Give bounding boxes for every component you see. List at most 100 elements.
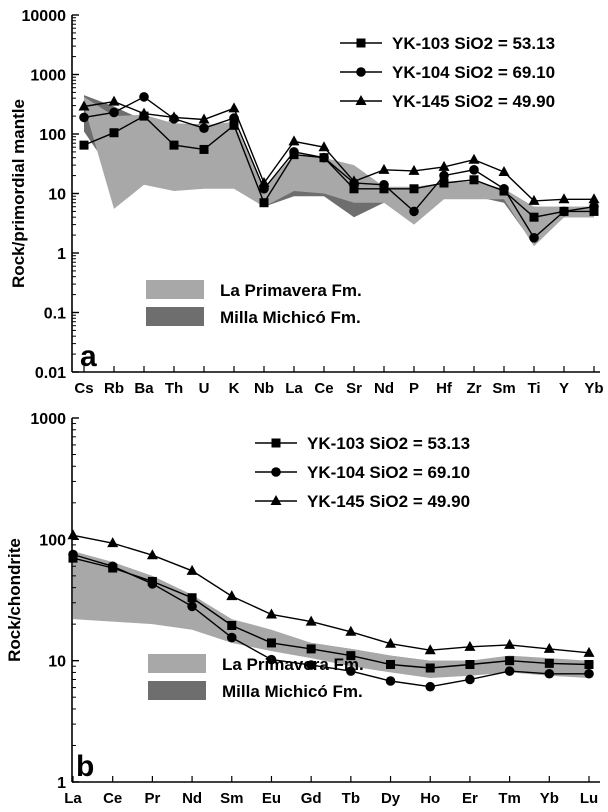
panel-a-point-yk-104: [319, 153, 329, 163]
panel-a-point-yk-103: [110, 128, 119, 137]
panel-a-point-yk-104: [79, 113, 89, 123]
panel-a-x-tick-label: K: [229, 380, 240, 397]
panel-a-point-yk-145: [229, 102, 240, 112]
panel-a-x-tick-label: Th: [165, 380, 183, 397]
panel-a-x-tick-label: Zr: [467, 380, 482, 397]
panel-b-point-yk-145: [68, 529, 79, 539]
panel-b-band-legend-label-milla-michico: Milla Michicó Fm.: [222, 682, 363, 701]
panel-b-x-tick-label: Gd: [301, 790, 322, 807]
panel-a-x-tick-label: Yb: [584, 380, 603, 397]
panel-a-point-yk-104: [529, 233, 539, 243]
panel-b-legend-label-yk-104: YK-104 SiO2 = 69.10: [307, 463, 470, 482]
panel-a-point-yk-145: [589, 193, 600, 203]
panel-a-point-yk-103: [170, 141, 179, 150]
panel-a-point-yk-103: [410, 184, 419, 193]
panel-a-x-tick-label: Ba: [134, 380, 154, 397]
panel-b-point-yk-103: [545, 659, 554, 668]
panel-a-band-legend-swatch-la-primavera: [146, 280, 204, 299]
panel-b-point-yk-103: [227, 621, 236, 630]
panel-a-point-yk-104: [469, 165, 479, 175]
panel-b-point-yk-103: [307, 644, 316, 653]
panel-b-x-tick-label: Lu: [580, 790, 598, 807]
panel-a-x-tick-label: P: [409, 380, 419, 397]
panel-b-point-yk-104: [465, 675, 475, 685]
panel-a-point-yk-103: [80, 141, 89, 150]
panel-a-x-tick-label: La: [285, 380, 303, 397]
panel-b-label: b: [76, 750, 94, 783]
panel-a-x-tick-label: U: [199, 380, 210, 397]
panel-b-x-tick-label: Nd: [182, 790, 202, 807]
panel-a-band-la-primavera: [84, 97, 594, 246]
panel-a-x-tick-label: Ti: [527, 380, 540, 397]
panel-b-legend-marker-yk-103: [272, 439, 281, 448]
panel-b-point-yk-145: [266, 609, 277, 619]
panel-b-band-legend-swatch-la-primavera: [148, 654, 206, 673]
panel-a-y-tick-label: 10: [48, 187, 66, 204]
panel-b-point-yk-103: [505, 656, 514, 665]
panel-b-point-yk-145: [504, 639, 515, 649]
panel-a-point-yk-104: [439, 171, 449, 181]
panel-b-x-tick-label: Eu: [262, 790, 281, 807]
panel-b-point-yk-103: [188, 593, 197, 602]
panel-b-x-tick-label: Tm: [498, 790, 521, 807]
panel-b-y-tick-label: 10: [48, 654, 66, 671]
panel-a-band-legend-label-milla-michico: Milla Michicó Fm.: [220, 308, 361, 327]
panel-a-point-yk-104: [499, 184, 509, 194]
panel-b-point-yk-103: [426, 664, 435, 673]
panel-b-x-tick-label: Tb: [342, 790, 360, 807]
panel-a-legend-marker-yk-104: [356, 67, 366, 77]
panel-b-y-axis-label: Rock/chondrite: [5, 538, 24, 662]
panel-b-point-yk-104: [148, 579, 158, 589]
panel-b-point-yk-103: [386, 660, 395, 669]
panel-a-point-yk-145: [109, 96, 120, 106]
panel-a: 0.01 0.1 1 10 100 1000 10000 Cs Rb Ba Th U K Nb La Ce Sr…: [9, 8, 604, 397]
panel-a-point-yk-104: [139, 92, 149, 102]
panel-a-point-yk-145: [469, 154, 480, 164]
panel-a-legend-marker-yk-103: [357, 39, 366, 48]
panel-b-band-legend-swatch-milla-michico: [148, 681, 206, 700]
panel-b-point-yk-103: [465, 660, 474, 669]
panel-a-x-tick-label: Nb: [254, 380, 274, 397]
panel-a-point-yk-104: [409, 207, 419, 217]
panel-b-point-yk-104: [425, 682, 435, 692]
panel-a-point-yk-103: [200, 145, 209, 154]
panel-b-x-tick-label: Ho: [420, 790, 440, 807]
panel-a-point-yk-104: [589, 202, 599, 212]
panel-a-label: a: [80, 340, 97, 373]
panel-a-point-yk-145: [379, 164, 390, 174]
panel-a-band-legend-label-la-primavera: La Primavera Fm.: [220, 281, 362, 300]
panel-a-y-tick-label: 100: [39, 127, 66, 144]
panel-a-x-tick-label: Sm: [492, 380, 515, 397]
panel-a-x-tick-label: Rb: [104, 380, 124, 397]
panel-b-point-yk-104: [68, 550, 78, 560]
panel-b: 1 10 100 1000 La Ce Pr Nd Sm Eu Gd Tb Dy Ho Er Tm Yb Lu Ro…: [5, 411, 600, 807]
panel-a-x-tick-label: Nd: [374, 380, 394, 397]
panel-a-x-tick-label: Sr: [346, 380, 362, 397]
panel-a-point-yk-145: [289, 135, 300, 145]
panel-b-point-yk-104: [584, 669, 594, 679]
panel-a-point-yk-103: [530, 213, 539, 222]
panel-a-point-yk-104: [379, 180, 389, 190]
panel-b-point-yk-145: [226, 590, 237, 600]
panel-b-y-tick-label: 1000: [30, 411, 66, 428]
panel-a-y-tick-label: 0.1: [44, 306, 66, 323]
panel-b-legend-label-yk-145: YK-145 SiO2 = 49.90: [307, 492, 470, 511]
panel-b-point-yk-103: [267, 638, 276, 647]
panel-b-point-yk-104: [108, 561, 118, 571]
panel-a-point-yk-104: [559, 207, 569, 217]
panel-a-y-tick-label: 1: [57, 246, 66, 263]
panel-b-x-tick-label: Er: [462, 790, 478, 807]
panel-a-legend-label-yk-103: YK-103 SiO2 = 53.13: [392, 34, 555, 53]
panel-a-y-tick-label: 0.01: [35, 365, 66, 382]
panel-a-x-tick-label: Ce: [314, 380, 333, 397]
panel-a-point-yk-145: [559, 193, 570, 203]
panel-b-x-tick-label: Sm: [220, 790, 243, 807]
panel-b-x-tick-label: Pr: [144, 790, 160, 807]
panel-a-band-legend-swatch-milla-michico: [146, 307, 204, 326]
panel-b-point-yk-104: [505, 666, 515, 676]
panel-b-point-yk-104: [386, 676, 396, 686]
panel-b-point-yk-103: [585, 660, 594, 669]
panel-b-legend-marker-yk-104: [271, 467, 281, 477]
panel-b-x-tick-label: La: [64, 790, 82, 807]
